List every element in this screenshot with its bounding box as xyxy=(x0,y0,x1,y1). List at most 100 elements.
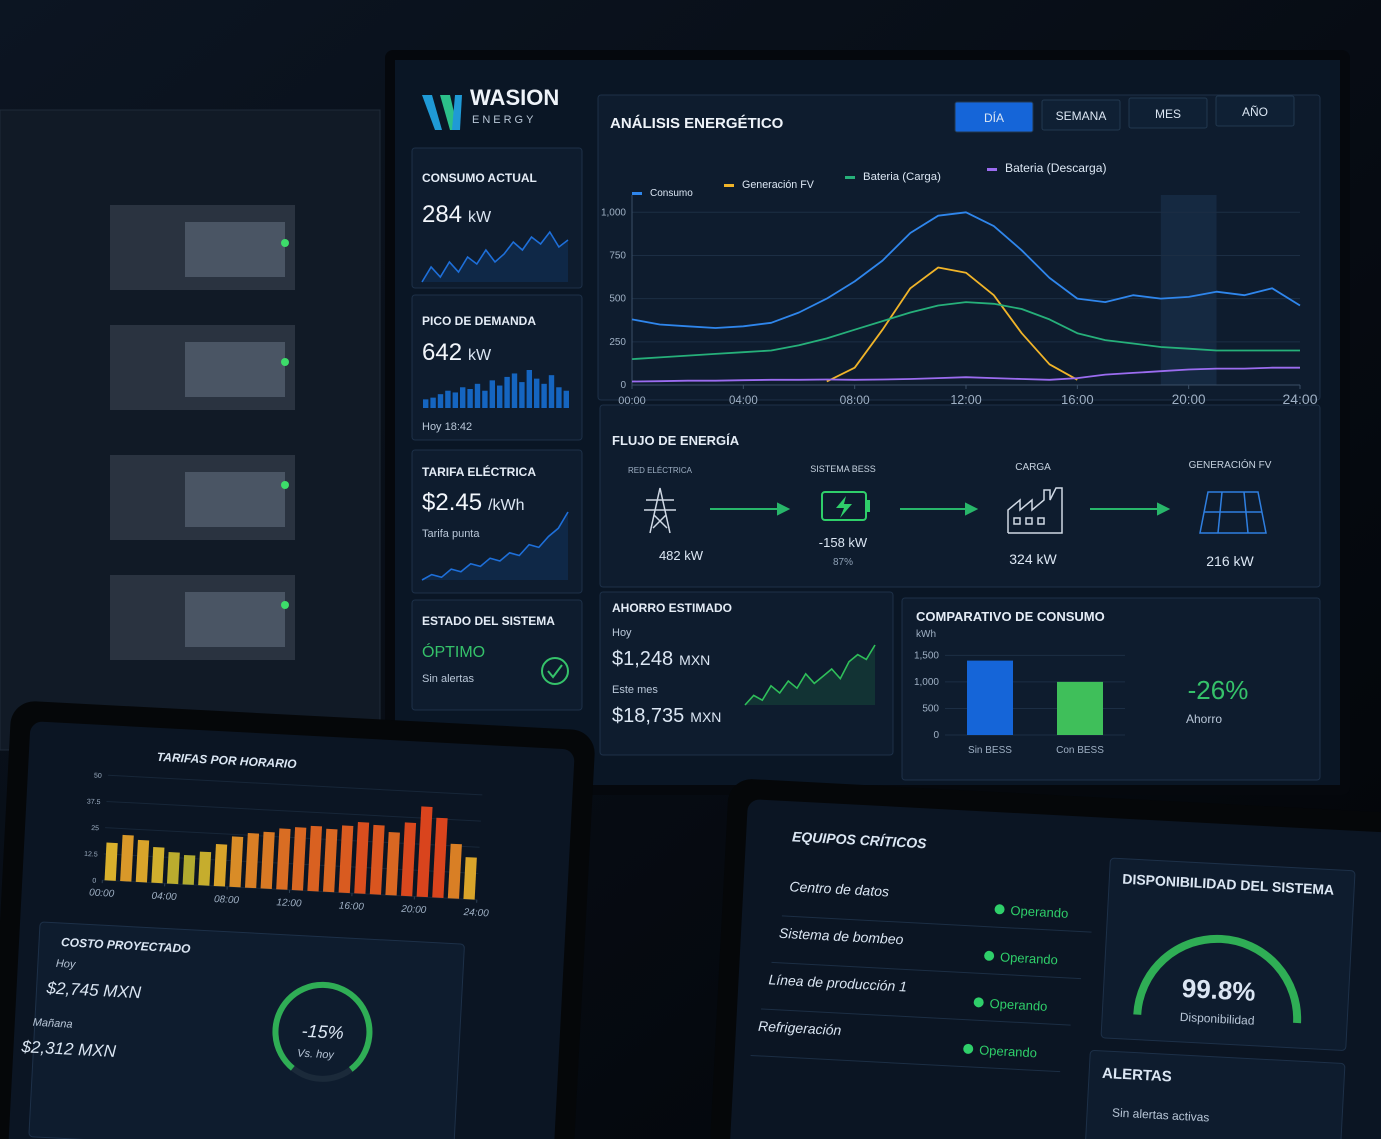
comparison-label: Ahorro xyxy=(1186,712,1222,726)
y-tick-label: 1,000 xyxy=(914,677,939,688)
kpi-card xyxy=(411,449,583,594)
chart-title: ANÁLISIS ENERGÉTICO xyxy=(610,115,784,132)
bar xyxy=(322,828,338,893)
tab-label[interactable]: AÑO xyxy=(1242,105,1268,119)
unit: /kWh xyxy=(488,497,524,514)
tab[interactable] xyxy=(1215,95,1295,127)
bar xyxy=(198,851,212,886)
value: 284 xyxy=(422,201,462,228)
gauge-label: Vs. hoy xyxy=(297,1048,336,1062)
tab[interactable] xyxy=(954,101,1034,133)
equipment-name: Refrigeración xyxy=(758,1018,842,1038)
solar-icon xyxy=(1199,491,1267,534)
tab-label[interactable]: DÍA xyxy=(984,110,1004,125)
spark-bar xyxy=(556,387,562,408)
status-card xyxy=(411,599,583,711)
unit: MXN xyxy=(679,652,710,668)
bar xyxy=(401,822,417,897)
tab[interactable] xyxy=(1128,97,1208,129)
series-line xyxy=(631,301,1300,360)
series-line xyxy=(631,211,1301,329)
tab-label[interactable]: SEMANA xyxy=(1056,109,1107,123)
value: $2.45 xyxy=(422,489,482,516)
x-tick-label: Con BESS xyxy=(1056,745,1104,756)
tab[interactable] xyxy=(1041,99,1121,131)
legend-label: Bateria (Descarga) xyxy=(1005,161,1107,175)
y-axis-label: kWh xyxy=(916,629,936,640)
y-tick-label: 1,500 xyxy=(914,650,939,661)
kpi-value: $2.45/kWh xyxy=(422,489,525,516)
x-tick-label: 24:00 xyxy=(1282,391,1317,407)
x-tick-label: 00:00 xyxy=(89,887,115,899)
bar xyxy=(135,839,150,883)
equipment-status: Operando xyxy=(1000,949,1059,967)
flow-node-value: 324 kW xyxy=(1009,551,1057,567)
bar xyxy=(432,817,448,898)
tabs: DÍA SEMANA MES AÑO xyxy=(954,95,1295,133)
availability-gauge xyxy=(1133,934,1302,1024)
cost-label: Hoy xyxy=(56,958,78,971)
x-tick-label: 04:00 xyxy=(151,891,177,903)
bar xyxy=(120,834,134,882)
kpi-value: 284 kW xyxy=(422,201,492,228)
bar xyxy=(260,831,275,889)
grid-line xyxy=(105,827,480,848)
x-tick-label: 12:00 xyxy=(950,393,981,407)
spark-bar xyxy=(511,373,518,408)
x-tick-label: 24:00 xyxy=(462,907,489,919)
y-tick-label: 0 xyxy=(933,730,939,741)
spark-bar xyxy=(445,390,451,408)
legend-label: Generación FV xyxy=(742,179,815,191)
y-tick-label: 750 xyxy=(609,250,626,261)
savings-panel xyxy=(599,591,894,756)
legend-label: Consumo xyxy=(650,188,693,199)
bar xyxy=(166,852,180,885)
sparkline xyxy=(421,230,569,283)
legend-swatch xyxy=(724,184,734,187)
brand-name: WASION xyxy=(470,85,559,110)
availability-label: Disponibilidad xyxy=(1179,1010,1254,1028)
status-dot xyxy=(994,904,1005,915)
bar xyxy=(151,847,165,884)
cost-panel xyxy=(28,921,465,1139)
legend-swatch xyxy=(845,176,855,179)
value: $18,735 xyxy=(612,705,684,727)
cost-label: Mañana xyxy=(32,1017,72,1031)
sparkline xyxy=(421,511,569,581)
bar xyxy=(447,843,462,899)
sparkline-area xyxy=(745,645,875,705)
alerts-note: Sin alertas activas xyxy=(1112,1105,1210,1124)
tab-label[interactable]: MES xyxy=(1155,107,1181,121)
spark-bar xyxy=(504,376,510,408)
equipment-title: EQUIPOS CRÍTICOS xyxy=(792,828,928,851)
y-tick-label: 0 xyxy=(620,380,626,391)
series-line xyxy=(631,366,1300,383)
spark-bar xyxy=(489,380,495,408)
kpi-card xyxy=(411,147,583,289)
y-tick-label: 500 xyxy=(609,294,626,305)
flow-node-value: 482 kW xyxy=(659,548,704,563)
y-tick-label: 25 xyxy=(91,825,99,832)
kpi-note: Hoy 18:42 xyxy=(422,421,472,433)
status-dot xyxy=(963,1043,974,1054)
savings-label: Este mes xyxy=(612,684,658,696)
sparkline-area xyxy=(422,232,568,282)
equipment-status: Operando xyxy=(979,1042,1038,1060)
spark-bar xyxy=(541,383,547,408)
comparison-panel xyxy=(901,597,1321,781)
kpi-label: PICO DE DEMANDA xyxy=(422,314,536,328)
battery-icon xyxy=(821,491,870,521)
tower-icon xyxy=(644,487,676,534)
bar xyxy=(1057,681,1103,735)
x-tick-label: 20:00 xyxy=(1172,392,1206,407)
bar xyxy=(385,832,400,896)
row-divider xyxy=(761,1008,1071,1026)
flow-node-value: -158 kW xyxy=(819,535,868,550)
status-value: ÓPTIMO xyxy=(422,642,485,661)
x-tick-label: 08:00 xyxy=(840,393,870,407)
cost-gauge xyxy=(272,981,373,1082)
x-tick-label: 04:00 xyxy=(729,395,758,407)
server-rack xyxy=(0,109,381,751)
